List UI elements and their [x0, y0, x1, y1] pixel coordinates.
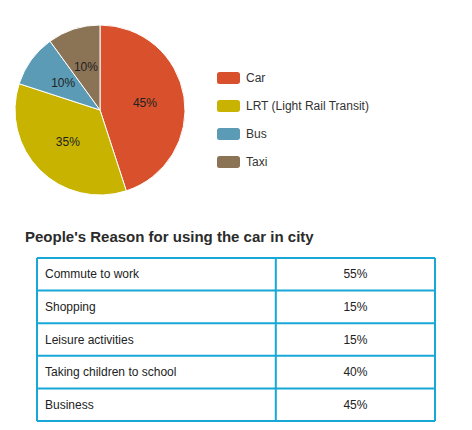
svg-text:LRT (Light Rail Transit): LRT (Light Rail Transit) — [246, 99, 369, 113]
svg-text:Commute to work: Commute to work — [45, 267, 140, 281]
svg-text:Bus: Bus — [246, 127, 267, 141]
svg-text:40%: 40% — [343, 365, 367, 379]
svg-text:15%: 15% — [343, 300, 367, 314]
svg-text:Taxi: Taxi — [246, 155, 267, 169]
svg-text:45%: 45% — [133, 96, 157, 110]
svg-text:55%: 55% — [343, 267, 367, 281]
svg-text:Business: Business — [45, 398, 94, 412]
svg-text:Shopping: Shopping — [45, 300, 96, 314]
svg-text:Leisure activities: Leisure activities — [45, 333, 134, 347]
svg-text:15%: 15% — [343, 333, 367, 347]
svg-text:10%: 10% — [74, 60, 98, 74]
svg-text:People's Reason for using the: People's Reason for using the car in cit… — [25, 228, 314, 245]
svg-text:Taking children to school: Taking children to school — [45, 365, 176, 379]
svg-text:35%: 35% — [56, 135, 80, 149]
svg-text:Car: Car — [246, 71, 265, 85]
svg-text:10%: 10% — [51, 76, 75, 90]
svg-text:45%: 45% — [343, 398, 367, 412]
